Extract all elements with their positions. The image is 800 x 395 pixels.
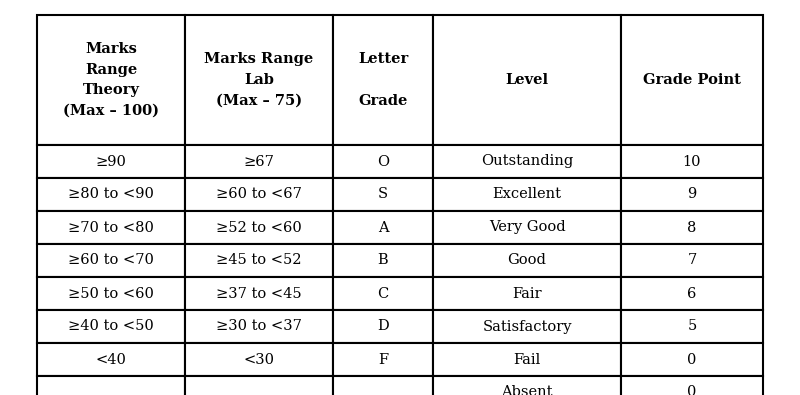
- Bar: [333, 178, 433, 211]
- Bar: [185, 244, 333, 277]
- Bar: [37, 310, 185, 343]
- Bar: [433, 244, 621, 277]
- Bar: [185, 178, 333, 211]
- Text: 7: 7: [687, 254, 697, 267]
- Bar: [37, 244, 185, 277]
- Text: 10: 10: [682, 154, 702, 169]
- Bar: [185, 343, 333, 376]
- Text: Absent: Absent: [502, 386, 553, 395]
- Text: 8: 8: [687, 220, 697, 235]
- Bar: [621, 277, 763, 310]
- Text: ≥90: ≥90: [95, 154, 126, 169]
- Bar: [433, 277, 621, 310]
- Bar: [433, 15, 621, 145]
- Text: Fair: Fair: [512, 286, 542, 301]
- Text: ≥60 to <70: ≥60 to <70: [68, 254, 154, 267]
- Text: S: S: [378, 188, 388, 201]
- Text: ≥52 to <60: ≥52 to <60: [216, 220, 302, 235]
- Text: Marks
Range
Theory
(Max – 100): Marks Range Theory (Max – 100): [63, 42, 159, 118]
- Bar: [37, 277, 185, 310]
- Text: F: F: [378, 352, 388, 367]
- Text: Good: Good: [507, 254, 546, 267]
- Bar: [621, 145, 763, 178]
- Text: C: C: [378, 286, 389, 301]
- Bar: [621, 310, 763, 343]
- Text: Marks Range
Lab
(Max – 75): Marks Range Lab (Max – 75): [204, 53, 314, 107]
- Bar: [333, 277, 433, 310]
- Text: Fail: Fail: [514, 352, 541, 367]
- Text: A: A: [378, 220, 388, 235]
- Text: <30: <30: [243, 352, 274, 367]
- Text: ≥40 to <50: ≥40 to <50: [68, 320, 154, 333]
- Bar: [333, 343, 433, 376]
- Bar: [37, 343, 185, 376]
- Bar: [621, 376, 763, 395]
- Bar: [185, 310, 333, 343]
- Text: 0: 0: [687, 352, 697, 367]
- Bar: [433, 343, 621, 376]
- Text: Letter

Grade: Letter Grade: [358, 53, 408, 107]
- Bar: [333, 376, 433, 395]
- Bar: [621, 211, 763, 244]
- Bar: [433, 145, 621, 178]
- Text: 6: 6: [687, 286, 697, 301]
- Text: O: O: [377, 154, 389, 169]
- Bar: [37, 376, 185, 395]
- Text: Satisfactory: Satisfactory: [482, 320, 572, 333]
- Text: ≥50 to <60: ≥50 to <60: [68, 286, 154, 301]
- Bar: [621, 178, 763, 211]
- Bar: [433, 310, 621, 343]
- Bar: [621, 343, 763, 376]
- Text: <40: <40: [95, 352, 126, 367]
- Text: Outstanding: Outstanding: [481, 154, 573, 169]
- Bar: [333, 211, 433, 244]
- Bar: [37, 178, 185, 211]
- Text: ≥70 to <80: ≥70 to <80: [68, 220, 154, 235]
- Bar: [333, 244, 433, 277]
- Bar: [185, 211, 333, 244]
- Text: 9: 9: [687, 188, 697, 201]
- Text: ≥60 to <67: ≥60 to <67: [216, 188, 302, 201]
- Text: 0: 0: [687, 386, 697, 395]
- Text: Level: Level: [506, 73, 549, 87]
- Bar: [333, 310, 433, 343]
- Bar: [37, 15, 185, 145]
- Text: ≥30 to <37: ≥30 to <37: [216, 320, 302, 333]
- Bar: [433, 211, 621, 244]
- Bar: [37, 211, 185, 244]
- Text: ≥67: ≥67: [243, 154, 274, 169]
- Bar: [185, 277, 333, 310]
- Text: ≥37 to <45: ≥37 to <45: [216, 286, 302, 301]
- Text: ≥45 to <52: ≥45 to <52: [216, 254, 302, 267]
- Bar: [37, 145, 185, 178]
- Text: 5: 5: [687, 320, 697, 333]
- Text: Very Good: Very Good: [489, 220, 566, 235]
- Bar: [433, 178, 621, 211]
- Bar: [185, 376, 333, 395]
- Text: D: D: [377, 320, 389, 333]
- Text: Excellent: Excellent: [493, 188, 562, 201]
- Text: Grade Point: Grade Point: [643, 73, 741, 87]
- Bar: [621, 244, 763, 277]
- Bar: [185, 15, 333, 145]
- Text: ≥80 to <90: ≥80 to <90: [68, 188, 154, 201]
- Bar: [333, 15, 433, 145]
- Bar: [433, 376, 621, 395]
- Bar: [185, 145, 333, 178]
- Text: B: B: [378, 254, 388, 267]
- Bar: [333, 145, 433, 178]
- Bar: [621, 15, 763, 145]
